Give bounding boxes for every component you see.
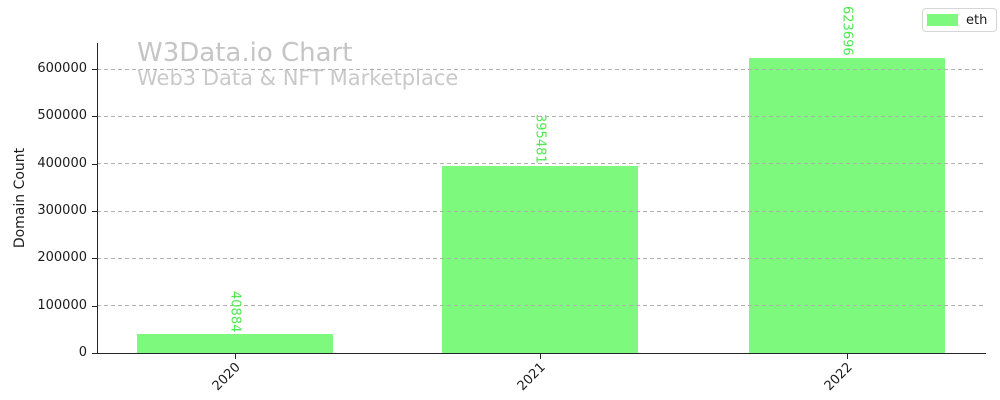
y-tick bbox=[92, 163, 97, 165]
gridline bbox=[97, 305, 985, 307]
x-tick bbox=[235, 354, 236, 359]
watermark: W3Data.io Chart Web3 Data & NFT Marketpl… bbox=[137, 40, 458, 90]
x-tick bbox=[847, 354, 848, 359]
bar bbox=[442, 166, 638, 353]
y-axis-spine bbox=[97, 43, 98, 354]
y-tick bbox=[92, 305, 97, 307]
gridline bbox=[97, 257, 985, 259]
x-tick-label: 2022 bbox=[821, 360, 856, 395]
gridline bbox=[97, 115, 985, 117]
y-tick bbox=[92, 258, 97, 260]
bar-value-label: 40884 bbox=[227, 290, 243, 332]
bar-value-label: 623696 bbox=[839, 6, 855, 56]
x-axis-spine bbox=[97, 353, 986, 354]
y-tick-label: 0 bbox=[78, 345, 87, 360]
y-tick-label: 600000 bbox=[37, 61, 87, 77]
x-tick-label: 2021 bbox=[514, 360, 549, 395]
chart-title: W3Data.io Chart bbox=[137, 38, 353, 68]
legend: eth bbox=[922, 8, 997, 32]
bar-value-label: 395481 bbox=[532, 114, 548, 164]
y-tick-label: 300000 bbox=[37, 203, 87, 218]
y-tick-label: 400000 bbox=[37, 155, 87, 171]
y-tick bbox=[92, 116, 97, 118]
gridline bbox=[97, 210, 985, 212]
gridline bbox=[97, 163, 985, 165]
y-tick-label: 200000 bbox=[37, 250, 87, 266]
chart-subtitle: Web3 Data & NFT Marketplace bbox=[137, 66, 459, 90]
y-tick bbox=[92, 353, 97, 354]
gridline bbox=[97, 68, 985, 70]
x-tick-label: 2020 bbox=[209, 360, 244, 395]
bar bbox=[137, 334, 333, 353]
y-tick-label: 100000 bbox=[37, 297, 87, 313]
legend-label-eth: eth bbox=[966, 12, 988, 28]
bar bbox=[749, 58, 945, 353]
y-tick-label: 500000 bbox=[37, 108, 87, 124]
y-tick bbox=[92, 211, 97, 212]
legend-swatch-eth bbox=[927, 14, 958, 26]
y-tick bbox=[92, 69, 97, 71]
x-tick bbox=[540, 354, 541, 359]
